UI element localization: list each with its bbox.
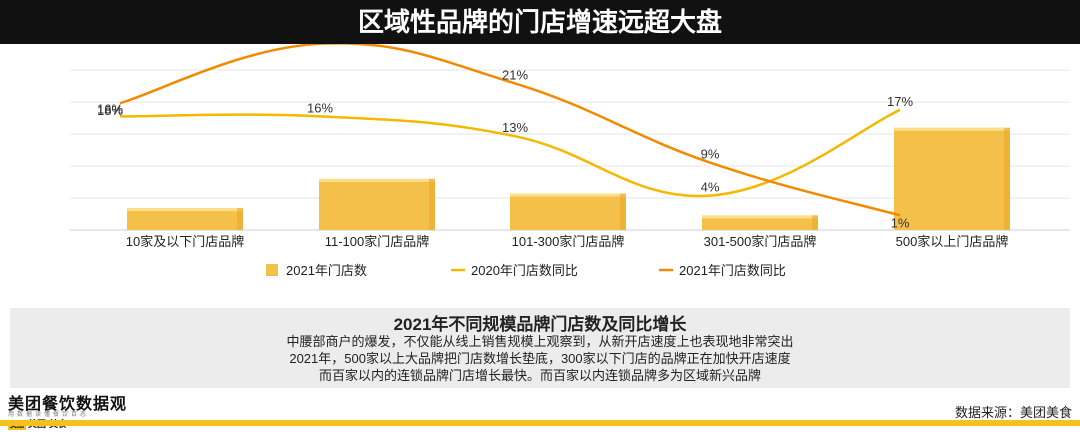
- chart-category-labels: 10家及以下门店品牌 11-100家门店品牌 101-300家门店品牌 301-500…: [126, 234, 1009, 249]
- data-label: 21%: [502, 67, 528, 82]
- bar-edge-shade: [620, 193, 626, 230]
- bar: [319, 178, 435, 230]
- data-label: 13%: [502, 120, 528, 135]
- data-label: 16%: [307, 100, 333, 115]
- data-label: 1%: [891, 215, 910, 230]
- line-series: [119, 108, 901, 198]
- line-series: [119, 44, 901, 217]
- bar-top-highlight: [702, 215, 818, 219]
- category-label: 101-300家门店品牌: [512, 234, 625, 249]
- bar: [702, 215, 818, 230]
- bar: [510, 193, 626, 230]
- bar-top-highlight: [510, 193, 626, 197]
- panel-title: 2021年不同规模品牌门店数及同比增长: [393, 315, 687, 334]
- category-label: 10家及以下门店品牌: [126, 234, 244, 249]
- summary-panel: 2021年不同规模品牌门店数及同比增长 中腰部商户的爆发，不仅能从线上销售规模上…: [10, 308, 1070, 388]
- chart-lines: [119, 44, 901, 217]
- panel-line: 2021年，500家以上大品牌把门店数增长垫底，300家以下门店的品牌正在加快开…: [289, 351, 791, 366]
- legend-swatch: [266, 264, 278, 276]
- chart-data-labels: 16%16%13%4%17%18%27%21%9%1%: [97, 67, 913, 230]
- bar-top-highlight: [127, 208, 243, 212]
- page-title: 区域性品牌的门店增速远超大盘: [0, 0, 1080, 44]
- category-label: 301-500家门店品牌: [704, 234, 817, 249]
- data-source: 数据来源：美团美食: [954, 405, 1072, 420]
- legend-label: 2021年门店数同比: [679, 263, 786, 278]
- panel-line: 中腰部商户的爆发，不仅能从线上销售规模上观察到，从新开店速度上也表现地非常突出: [286, 334, 794, 349]
- bar: [894, 127, 1010, 230]
- data-label: 18%: [97, 103, 123, 118]
- panel-body: 中腰部商户的爆发，不仅能从线上销售规模上观察到，从新开店速度上也表现地非常突出 …: [170, 333, 910, 384]
- chart: 16%16%13%4%17%18%27%21%9%1% 10家及以下门店品牌11…: [70, 44, 1070, 278]
- chart-legend: 2021年门店数 2020年门店数同比 2021年门店数同比: [266, 263, 786, 278]
- legend-label: 2020年门店数同比: [471, 263, 578, 278]
- panel-line: 而百家以内的连锁品牌门店增长最快。而百家以内连锁品牌多为区域新兴品牌: [318, 368, 761, 383]
- bar-top-highlight: [894, 127, 1010, 131]
- bar-top-highlight: [319, 178, 435, 182]
- category-label: 500家以上门店品牌: [896, 234, 1009, 249]
- bar: [127, 208, 243, 230]
- chart-bars: [127, 127, 1010, 230]
- data-label: 17%: [887, 94, 913, 109]
- brand-name: 美团餐饮数据观: [8, 396, 128, 413]
- data-label: 9%: [701, 147, 720, 162]
- bar-edge-shade: [1004, 127, 1010, 230]
- data-label: 4%: [701, 180, 720, 195]
- footer-bar: [0, 420, 1080, 426]
- bar-edge-shade: [429, 178, 435, 230]
- bar-edge-shade: [237, 208, 243, 230]
- bar-edge-shade: [812, 215, 818, 230]
- data-label: 16%: [97, 101, 123, 116]
- brand-subtitle: 用数据读懂餐饮百态: [8, 412, 90, 418]
- legend-label: 2021年门店数: [286, 263, 367, 278]
- category-label: 11-100家门店品牌: [325, 234, 430, 249]
